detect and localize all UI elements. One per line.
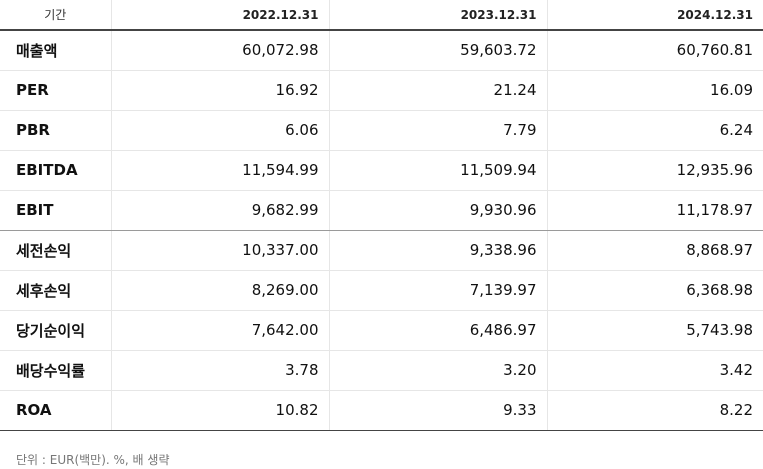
table-cell: 6,368.98: [546, 270, 763, 311]
table-cell: 60,760.81: [546, 30, 763, 71]
table-body: 매출액 60,072.98 59,603.72 60,760.81 PER 16…: [0, 30, 763, 431]
table-cell: 11,509.94: [328, 150, 547, 191]
table-row-roa: ROA 10.82 9.33 8.22: [0, 390, 763, 431]
table-cell: 8.22: [546, 390, 763, 431]
table-row-net-income: 당기순이익 7,642.00 6,486.97 5,743.98: [0, 310, 763, 351]
table-row-after-tax-income: 세후손익 8,269.00 7,139.97 6,368.98: [0, 270, 763, 311]
table-row-per: PER 16.92 21.24 16.09: [0, 70, 763, 111]
table-row-revenue: 매출액 60,072.98 59,603.72 60,760.81: [0, 30, 763, 71]
row-label: EBIT: [0, 190, 111, 231]
table-cell: 11,594.99: [110, 150, 329, 191]
row-label: 세전손익: [0, 230, 111, 271]
table-row-dividend-yield: 배당수익률 3.78 3.20 3.42: [0, 350, 763, 391]
table-cell: 9,338.96: [328, 230, 547, 271]
table-row-ebitda: EBITDA 11,594.99 11,509.94 12,935.96: [0, 150, 763, 191]
table-cell: 9,930.96: [328, 190, 547, 231]
unit-footnote: 단위 : EUR(백만). %, 배 생략: [16, 453, 170, 467]
table-cell: 3.42: [546, 350, 763, 391]
table-row-ebit: EBIT 9,682.99 9,930.96 11,178.97: [0, 190, 763, 231]
table-cell: 10,337.00: [110, 230, 329, 271]
table-cell: 8,269.00: [110, 270, 329, 311]
table-cell: 7.79: [328, 110, 547, 151]
header-period-2022: 2022.12.31: [110, 0, 329, 31]
table-cell: 6.06: [110, 110, 329, 151]
header-period-label: 기간: [0, 0, 111, 31]
row-label: 당기순이익: [0, 310, 111, 351]
row-label: 배당수익률: [0, 350, 111, 391]
table-cell: 6,486.97: [328, 310, 547, 351]
header-row: 기간 2022.12.31 2023.12.31 2024.12.31: [0, 0, 763, 31]
table-cell: 5,743.98: [546, 310, 763, 351]
table-row-pbr: PBR 6.06 7.79 6.24: [0, 110, 763, 151]
financial-table: 기간 2022.12.31 2023.12.31 2024.12.31 매출액 …: [0, 0, 763, 431]
table-cell: 8,868.97: [546, 230, 763, 271]
row-label: 매출액: [0, 30, 111, 71]
table-cell: 16.92: [110, 70, 329, 111]
table-cell: 9.33: [328, 390, 547, 431]
table-row-pretax-income: 세전손익 10,337.00 9,338.96 8,868.97: [0, 230, 763, 271]
table-cell: 59,603.72: [328, 30, 547, 71]
table-cell: 6.24: [546, 110, 763, 151]
table-cell: 21.24: [328, 70, 547, 111]
row-label: EBITDA: [0, 150, 111, 191]
table-cell: 3.78: [110, 350, 329, 391]
row-label: ROA: [0, 390, 111, 431]
table-cell: 7,139.97: [328, 270, 547, 311]
table-cell: 12,935.96: [546, 150, 763, 191]
header-period-2024: 2024.12.31: [546, 0, 763, 31]
row-label: PBR: [0, 110, 111, 151]
row-label: PER: [0, 70, 111, 111]
table-cell: 3.20: [328, 350, 547, 391]
table-cell: 9,682.99: [110, 190, 329, 231]
table-cell: 7,642.00: [110, 310, 329, 351]
table-cell: 11,178.97: [546, 190, 763, 231]
header-period-2023: 2023.12.31: [328, 0, 547, 31]
table-cell: 60,072.98: [110, 30, 329, 71]
table-cell: 16.09: [546, 70, 763, 111]
table-header: 기간 2022.12.31 2023.12.31 2024.12.31: [0, 0, 763, 31]
table-cell: 10.82: [110, 390, 329, 431]
row-label: 세후손익: [0, 270, 111, 311]
